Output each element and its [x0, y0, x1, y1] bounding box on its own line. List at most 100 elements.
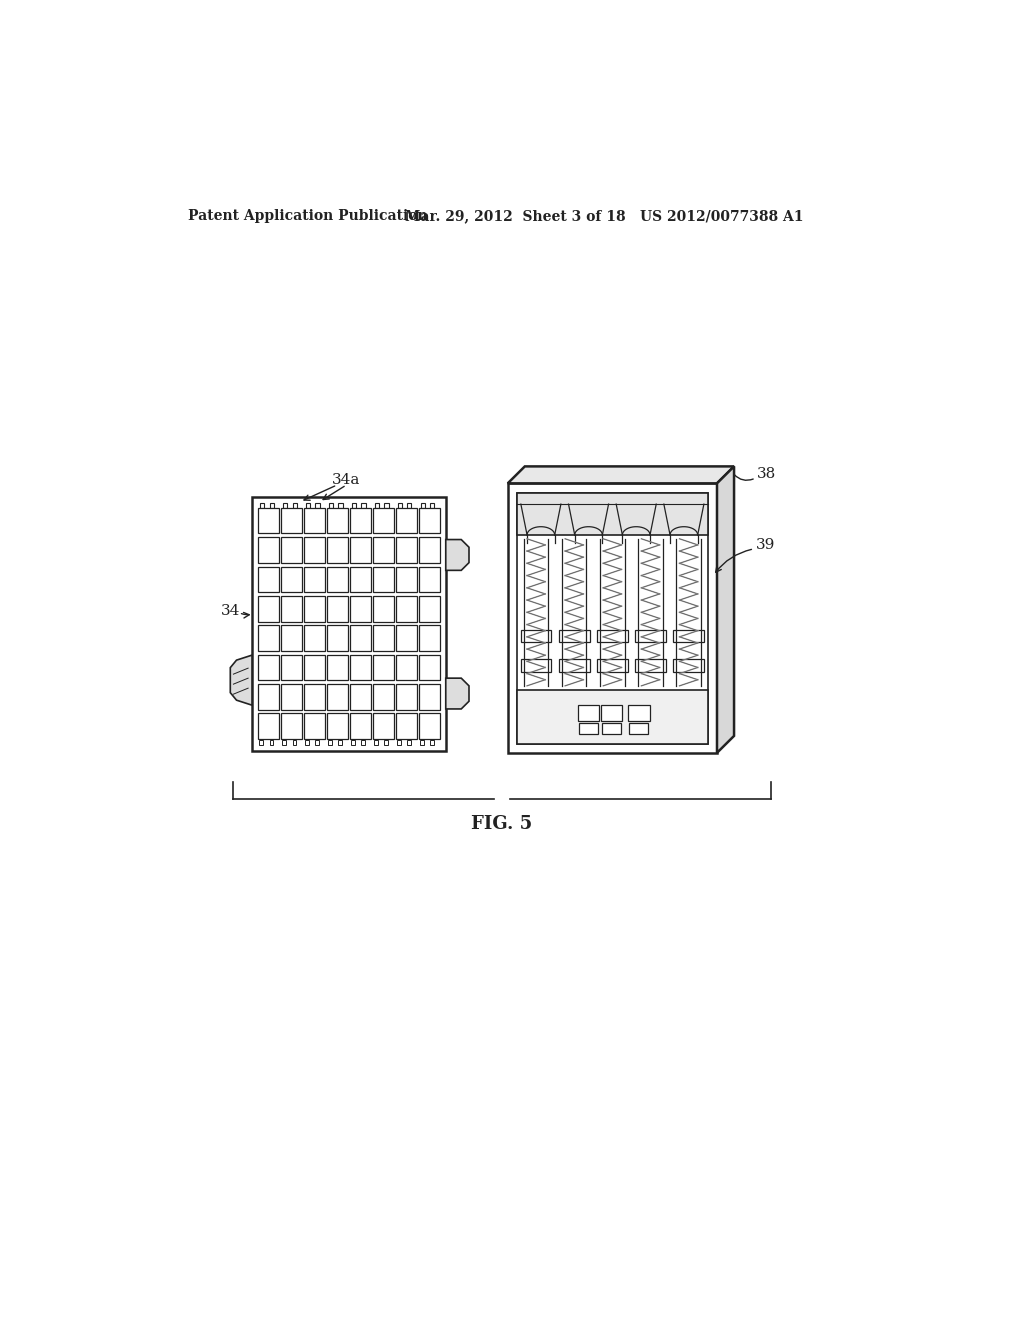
- Bar: [597, 630, 628, 643]
- Bar: [361, 503, 366, 508]
- Bar: [258, 537, 279, 562]
- Bar: [602, 723, 621, 734]
- Bar: [259, 739, 263, 744]
- Bar: [420, 739, 424, 744]
- Bar: [419, 597, 439, 622]
- Bar: [384, 739, 388, 744]
- Bar: [305, 739, 309, 744]
- Bar: [517, 492, 708, 743]
- Bar: [396, 566, 417, 593]
- Bar: [282, 508, 302, 533]
- Bar: [315, 503, 319, 508]
- Bar: [521, 660, 551, 672]
- Bar: [396, 626, 417, 651]
- Bar: [419, 626, 439, 651]
- Bar: [269, 503, 273, 508]
- Bar: [327, 655, 348, 680]
- Bar: [578, 705, 599, 721]
- Bar: [306, 503, 310, 508]
- Bar: [408, 503, 412, 508]
- Bar: [338, 739, 342, 744]
- Bar: [373, 714, 393, 739]
- Bar: [351, 739, 354, 744]
- Bar: [361, 739, 366, 744]
- Bar: [396, 508, 417, 533]
- Bar: [258, 597, 279, 622]
- Bar: [375, 503, 379, 508]
- Text: 34: 34: [221, 605, 241, 618]
- Bar: [508, 483, 717, 752]
- Bar: [258, 655, 279, 680]
- Bar: [373, 508, 393, 533]
- Bar: [398, 503, 402, 508]
- Bar: [579, 723, 598, 734]
- Bar: [674, 630, 703, 643]
- Text: 39: 39: [756, 539, 775, 552]
- Bar: [327, 566, 348, 593]
- Bar: [327, 626, 348, 651]
- Bar: [430, 739, 434, 744]
- Bar: [282, 684, 302, 710]
- Bar: [282, 566, 302, 593]
- Bar: [293, 739, 296, 744]
- Bar: [327, 537, 348, 562]
- Polygon shape: [508, 466, 734, 483]
- Bar: [293, 503, 297, 508]
- Bar: [517, 689, 708, 743]
- Bar: [252, 498, 445, 751]
- Bar: [327, 684, 348, 710]
- Polygon shape: [445, 678, 469, 709]
- Bar: [373, 597, 393, 622]
- Bar: [350, 626, 371, 651]
- Bar: [635, 660, 666, 672]
- Bar: [350, 566, 371, 593]
- Bar: [373, 684, 393, 710]
- Bar: [284, 503, 288, 508]
- Bar: [338, 503, 343, 508]
- Bar: [635, 630, 666, 643]
- Bar: [350, 508, 371, 533]
- Bar: [304, 566, 325, 593]
- Bar: [282, 626, 302, 651]
- Text: Patent Application Publication: Patent Application Publication: [188, 209, 428, 223]
- Bar: [304, 597, 325, 622]
- Bar: [373, 537, 393, 562]
- Polygon shape: [445, 540, 469, 570]
- Bar: [269, 739, 273, 744]
- Bar: [350, 684, 371, 710]
- Bar: [419, 537, 439, 562]
- Bar: [304, 626, 325, 651]
- Bar: [350, 537, 371, 562]
- Bar: [258, 714, 279, 739]
- Bar: [327, 597, 348, 622]
- Bar: [282, 597, 302, 622]
- Bar: [396, 714, 417, 739]
- Bar: [258, 566, 279, 593]
- Bar: [315, 739, 319, 744]
- Bar: [329, 503, 334, 508]
- Bar: [628, 705, 649, 721]
- Bar: [282, 537, 302, 562]
- Bar: [373, 626, 393, 651]
- Bar: [374, 739, 378, 744]
- Text: FIG. 5: FIG. 5: [471, 814, 532, 833]
- Text: US 2012/0077388 A1: US 2012/0077388 A1: [640, 209, 803, 223]
- Bar: [630, 723, 648, 734]
- Bar: [350, 655, 371, 680]
- Bar: [350, 714, 371, 739]
- Bar: [258, 508, 279, 533]
- Bar: [352, 503, 356, 508]
- Bar: [408, 739, 411, 744]
- Bar: [396, 655, 417, 680]
- Polygon shape: [230, 655, 252, 705]
- Bar: [559, 660, 590, 672]
- Bar: [304, 537, 325, 562]
- Bar: [260, 503, 264, 508]
- Bar: [397, 739, 400, 744]
- Text: Mar. 29, 2012  Sheet 3 of 18: Mar. 29, 2012 Sheet 3 of 18: [406, 209, 626, 223]
- Bar: [327, 714, 348, 739]
- Bar: [304, 684, 325, 710]
- Bar: [373, 566, 393, 593]
- Bar: [258, 626, 279, 651]
- Bar: [396, 684, 417, 710]
